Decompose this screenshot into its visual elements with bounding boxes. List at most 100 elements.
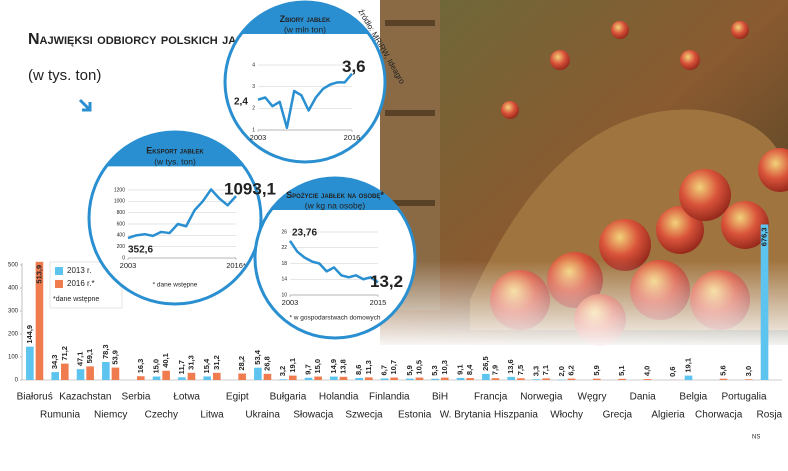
bar [304, 377, 313, 380]
bar [517, 378, 525, 380]
y-tick-label: 200 [8, 332, 19, 338]
value-label: 352,6 [128, 245, 153, 256]
x-tick-label: Dania [630, 392, 657, 403]
bar [643, 379, 652, 380]
x-tick-label: Norwegia [520, 392, 563, 403]
x-tick-label: Rosja [757, 410, 783, 421]
value-label: 3,2 [278, 366, 287, 376]
value-label: 3,0 [744, 366, 753, 376]
y-tick-label: 2 [252, 106, 255, 112]
value-label: 78,3 [101, 344, 110, 359]
x-tick-label: Francja [474, 392, 508, 403]
value-label: 71,2 [60, 346, 69, 361]
value-label: 9,7 [304, 364, 313, 374]
x-tick-label: 2016 [344, 133, 361, 142]
line [257, 72, 353, 130]
x-tick-label: Holandia [319, 392, 359, 403]
value-label: 5,3 [430, 365, 439, 375]
y-tick-label: 26 [281, 229, 287, 235]
y-tick-label: 200 [117, 244, 126, 250]
value-label: 19,1 [684, 358, 693, 373]
value-label: 53,4 [253, 349, 262, 364]
value-label: 5,9 [405, 365, 414, 375]
inset-subtitle: (w tys. ton) [154, 156, 196, 166]
y-tick-label: 100 [8, 355, 19, 361]
y-tick-label: 1 [252, 127, 255, 133]
x-tick-label: Egipt [226, 392, 249, 403]
bar [719, 378, 728, 380]
value-label: 676,3 [760, 227, 769, 246]
value-label: 9,1 [456, 364, 465, 374]
legend-label: 2016 r.* [67, 279, 95, 288]
bar [542, 378, 550, 380]
bar [35, 261, 44, 380]
value-label: 5,6 [718, 365, 727, 375]
x-tick-label: 2003 [120, 261, 137, 270]
value-label: 144,9 [25, 325, 34, 344]
inset-subtitle: (w mln ton) [284, 24, 326, 34]
value-label: 8,6 [354, 365, 363, 375]
value-label: 28,2 [237, 356, 246, 371]
x-tick-label: Algieria [651, 410, 685, 421]
x-tick-label: Rumunia [40, 410, 80, 421]
inset-title: Spożycie jabłek na osobę* [286, 190, 384, 200]
footnote: *dane wstępne [53, 296, 99, 303]
y-tick-label: 600 [117, 221, 126, 227]
y-tick-label: 400 [117, 233, 126, 239]
bar [61, 363, 69, 380]
x-tick-label: Finlandia [369, 392, 410, 403]
bar [76, 369, 85, 380]
x-tick-label: 2015 [370, 298, 387, 307]
value-label: 13,6 [506, 359, 515, 374]
bar [355, 378, 363, 380]
value-label: 10,5 [414, 360, 423, 375]
x-tick-label: Białoruś [17, 392, 53, 403]
y-tick-label: 800 [117, 210, 126, 216]
x-tick-label: Kazachstan [59, 392, 111, 403]
x-tick-label: W. Brytania [440, 410, 492, 421]
bar [213, 372, 221, 380]
photo-background [380, 0, 788, 350]
inset-header [106, 131, 244, 167]
x-tick-label: Belgia [679, 392, 707, 403]
x-tick-label: Estonia [398, 410, 432, 421]
value-label: 8,4 [465, 364, 474, 375]
bar [51, 372, 59, 380]
value-label: 1093,1 [224, 180, 276, 199]
value-label: 31,3 [186, 355, 195, 370]
bar [684, 375, 693, 380]
value-label: 6,7 [380, 365, 389, 375]
bar [567, 378, 576, 380]
bar [507, 376, 515, 380]
legend-swatch [55, 267, 63, 275]
bar [431, 378, 439, 380]
bar [86, 366, 94, 380]
bar [482, 373, 490, 380]
value-label: 5,9 [592, 365, 601, 375]
x-tick-label: Bułgaria [270, 392, 307, 403]
value-label: 40,1 [161, 353, 170, 368]
y-tick-label: 1200 [114, 187, 125, 193]
x-tick-label: 2003 [250, 133, 267, 142]
x-tick-label: Szwecja [345, 410, 383, 421]
value-label: 2,0 [557, 366, 566, 376]
legend-swatch [55, 280, 63, 288]
value-label: 19,1 [288, 358, 297, 373]
bar [456, 377, 465, 380]
x-tick-label: Chorwacja [695, 410, 743, 421]
value-label: 7,5 [516, 365, 525, 375]
value-label: 2,4 [234, 96, 248, 107]
bar [380, 378, 389, 380]
bar [390, 377, 398, 380]
x-tick-label: Łotwa [173, 392, 200, 403]
y-tick-label: 300 [8, 309, 19, 315]
y-tick-label: 22 [281, 245, 287, 251]
x-tick-label: Litwa [200, 410, 224, 421]
bar [441, 377, 449, 380]
value-label: 5,1 [617, 365, 626, 375]
bar [491, 378, 500, 380]
x-tick-label: 2016* [226, 261, 246, 270]
bar [339, 376, 348, 380]
value-label: 31,2 [212, 355, 221, 370]
